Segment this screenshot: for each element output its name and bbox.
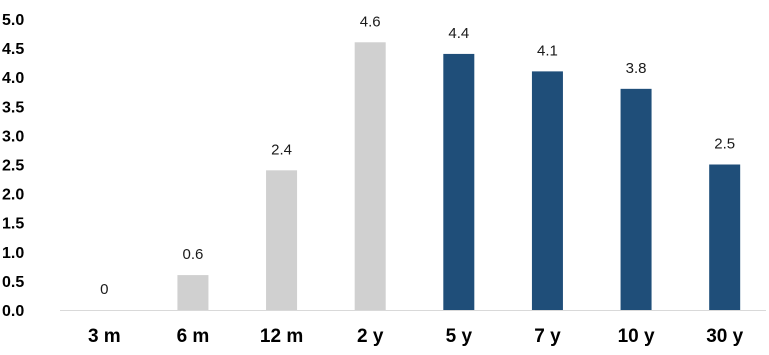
- y-tick-label: 4.0: [2, 70, 24, 87]
- data-label: 2.5: [714, 136, 735, 153]
- bar: [531, 71, 563, 310]
- data-label: 3.8: [626, 60, 647, 77]
- y-axis: 0.0 0.5 1.0 1.5 2.0 2.5 3.0 3.5 4.0 4.5 5.0: [2, 12, 24, 320]
- y-tick-label: 3.5: [2, 99, 24, 116]
- data-label: 0: [100, 281, 108, 298]
- x-tick-label: 10 y: [618, 326, 655, 347]
- x-tick-label: 5 y: [446, 326, 473, 347]
- y-tick-label: 4.5: [2, 41, 24, 58]
- bar: [709, 164, 741, 310]
- y-tick-label: 5.0: [2, 12, 24, 29]
- data-label: 4.1: [537, 42, 558, 59]
- x-axis-labels: 3 m 6 m 12 m 2 y 5 y 7 y 10 y 30 y: [88, 326, 744, 347]
- x-tick-label: 3 m: [88, 326, 121, 347]
- x-tick-label: 12 m: [260, 326, 303, 347]
- data-labels: 0 0.6 2.4 4.6 4.4 4.1 3.8 2.5: [100, 13, 735, 298]
- data-label: 0.6: [183, 246, 204, 263]
- x-tick-label: 6 m: [177, 326, 210, 347]
- bar: [354, 42, 386, 310]
- y-tick-label: 1.5: [2, 216, 24, 233]
- bar: [620, 88, 652, 310]
- y-tick-label: 3.0: [2, 128, 24, 145]
- bar: [266, 170, 298, 310]
- y-tick-label: 0.5: [2, 274, 24, 291]
- bar: [443, 53, 475, 311]
- y-tick-label: 2.5: [2, 158, 24, 175]
- y-tick-label: 1.0: [2, 245, 24, 262]
- x-tick-label: 2 y: [357, 326, 384, 347]
- x-tick-label: 30 y: [706, 326, 743, 347]
- x-tick-label: 7 y: [534, 326, 561, 347]
- bar: [177, 275, 209, 310]
- y-tick-label: 0.0: [2, 303, 24, 320]
- y-tick-label: 2.0: [2, 187, 24, 204]
- data-label: 2.4: [271, 141, 292, 158]
- data-label: 4.6: [360, 13, 381, 30]
- data-label: 4.4: [448, 25, 469, 42]
- bar-series: [177, 42, 741, 311]
